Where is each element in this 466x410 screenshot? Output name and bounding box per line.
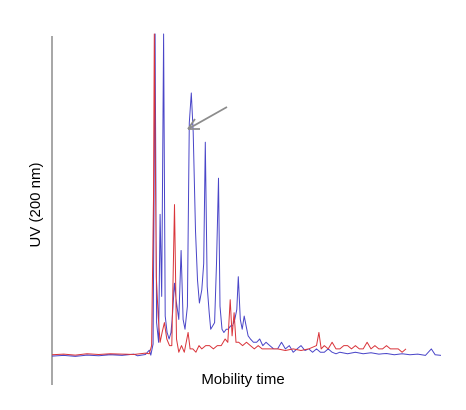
annotation-arrow xyxy=(187,106,228,130)
series-line-red xyxy=(51,33,407,356)
y-axis-label: UV (200 nm) xyxy=(27,162,44,247)
x-axis-label: Mobility time xyxy=(201,371,284,388)
series-line-blue xyxy=(51,33,442,357)
annotation-arrow-head xyxy=(187,118,200,130)
plot-area xyxy=(51,33,442,357)
annotation-arrow-shaft xyxy=(187,106,228,130)
